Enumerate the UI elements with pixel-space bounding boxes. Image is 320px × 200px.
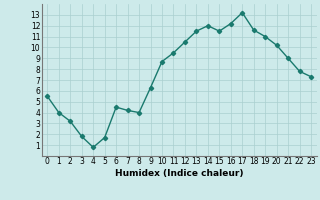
X-axis label: Humidex (Indice chaleur): Humidex (Indice chaleur) <box>115 169 244 178</box>
